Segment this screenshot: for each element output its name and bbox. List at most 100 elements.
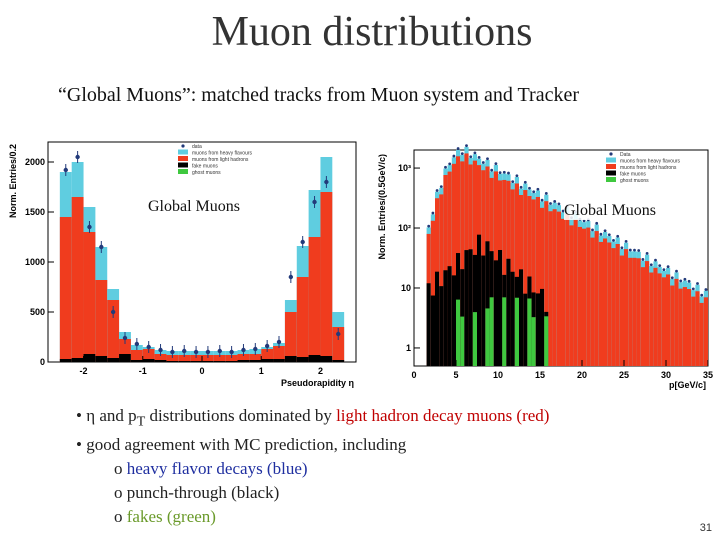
hist-bar-light-hadron [225, 355, 238, 362]
data-point [549, 202, 552, 205]
hist-bar-light-hadron [645, 261, 650, 366]
legend-entry: muons from light hadrons [192, 157, 249, 163]
data-point [696, 282, 699, 285]
page-number: 31 [699, 522, 712, 534]
momentum-plot-overlay-label: Global Muons [564, 202, 656, 220]
hist-bar-fake [527, 298, 532, 366]
hist-bar-light-hadron [439, 194, 444, 366]
bullet-1-subscript: T [136, 413, 146, 430]
hist-bar-fake [489, 297, 494, 366]
data-point [507, 171, 510, 175]
data-point [312, 199, 317, 205]
x-axis-label: Pseudorapidity η [281, 378, 354, 388]
y-tick-label: 10³ [398, 163, 411, 173]
data-point [637, 249, 641, 252]
data-point [654, 258, 657, 262]
hist-bar-fake [472, 312, 477, 366]
hist-bar-light-hadron [619, 255, 624, 366]
sub-bullet-2-text: punch-through (black) [126, 483, 280, 503]
hist-bar-punch-through [493, 260, 498, 366]
x-tick-label: 20 [577, 370, 587, 380]
hist-bar-light-hadron [166, 355, 179, 362]
hist-bar-fake [178, 361, 191, 362]
data-point [675, 269, 678, 273]
hist-bar-fake [71, 358, 84, 362]
data-point [427, 224, 431, 228]
hist-bar-light-hadron [666, 274, 671, 366]
hist-bar-punch-through [485, 241, 490, 366]
data-point [444, 165, 447, 169]
x-tick-label: 10 [493, 370, 503, 380]
hist-bar-light-hadron [130, 350, 143, 362]
hist-bar-light-hadron [577, 226, 582, 366]
hist-bar-fake [95, 356, 108, 362]
data-point [205, 349, 211, 355]
data-point [511, 180, 515, 184]
data-point [494, 162, 498, 166]
data-point [182, 348, 187, 354]
data-point [486, 157, 489, 161]
hist-bar-light-hadron [544, 201, 549, 366]
bullet-1-red-text: light hadron decay muons (red) [336, 406, 550, 425]
data-point [465, 144, 468, 148]
hist-bar-punch-through [443, 270, 448, 366]
data-point [595, 221, 599, 225]
hist-bar-fake [502, 297, 507, 366]
legend-swatch [178, 149, 188, 155]
sub-bullet-1-text: heavy flavor decays (blue) [126, 459, 308, 479]
hist-bar-light-hadron [598, 241, 603, 366]
sub-bullet-3-marker: o [114, 507, 127, 527]
data-point [691, 287, 695, 291]
hist-bar-light-hadron [514, 183, 519, 366]
data-point [620, 246, 624, 250]
hist-bar-light-hadron [561, 218, 566, 366]
hist-bar-light-hadron [636, 258, 641, 366]
hist-bar-fake [249, 360, 262, 362]
hist-bar-punch-through [464, 250, 469, 366]
data-point [528, 186, 531, 190]
y-axis-label: Norm. Entries/(0.5GeV/c) [377, 154, 387, 260]
legend-entry: muons from heavy flavours [192, 151, 253, 157]
hist-bar-punch-through [510, 271, 515, 366]
hist-bar-light-hadron [95, 280, 108, 362]
hist-bar-fake [119, 354, 131, 362]
data-point [607, 233, 611, 237]
data-point [452, 154, 456, 158]
hist-bar-light-hadron [308, 237, 321, 362]
hist-bar-light-hadron [190, 355, 202, 362]
data-point [99, 244, 104, 250]
hist-bar-light-hadron [261, 349, 274, 362]
momentum-chart: 0 5 10 15 20 25 30 35 1 10 10² 10³ p[GeV/c] Norm. Ent… [377, 144, 713, 390]
hist-bar-punch-through [447, 266, 452, 366]
hist-bar-fake [456, 299, 461, 366]
hist-bar-light-hadron [202, 355, 214, 362]
hist-bar-light-hadron [502, 179, 507, 366]
legend-swatch [606, 170, 616, 176]
hist-bar-light-hadron [430, 220, 435, 366]
hist-bar-light-hadron [691, 296, 696, 366]
hist-bar-light-hadron [548, 211, 553, 366]
data-point [544, 192, 548, 195]
x-tick-label: 30 [661, 370, 671, 380]
x-tick-label: 15 [535, 370, 545, 380]
data-point [645, 251, 649, 255]
hist-bar-light-hadron [523, 190, 528, 366]
data-point [498, 171, 502, 175]
hist-bar-light-hadron [451, 163, 456, 366]
data-point [300, 239, 305, 245]
hist-bar-fake [142, 359, 155, 362]
data-point [633, 248, 636, 252]
data-point [599, 232, 603, 236]
hist-bar-punch-through [481, 255, 486, 366]
hist-bar-light-hadron [296, 277, 309, 362]
hist-bar-light-hadron [695, 291, 700, 366]
data-point [700, 293, 704, 297]
x-tick-label: 2 [318, 366, 323, 376]
hist-bar-punch-through [535, 293, 540, 366]
hist-bar-light-hadron [611, 248, 616, 366]
hist-bar-light-hadron [237, 354, 250, 362]
data-point [641, 258, 645, 261]
hist-bar-light-hadron [653, 267, 658, 366]
hist-bar-punch-through [472, 254, 477, 366]
data-point [612, 238, 615, 242]
